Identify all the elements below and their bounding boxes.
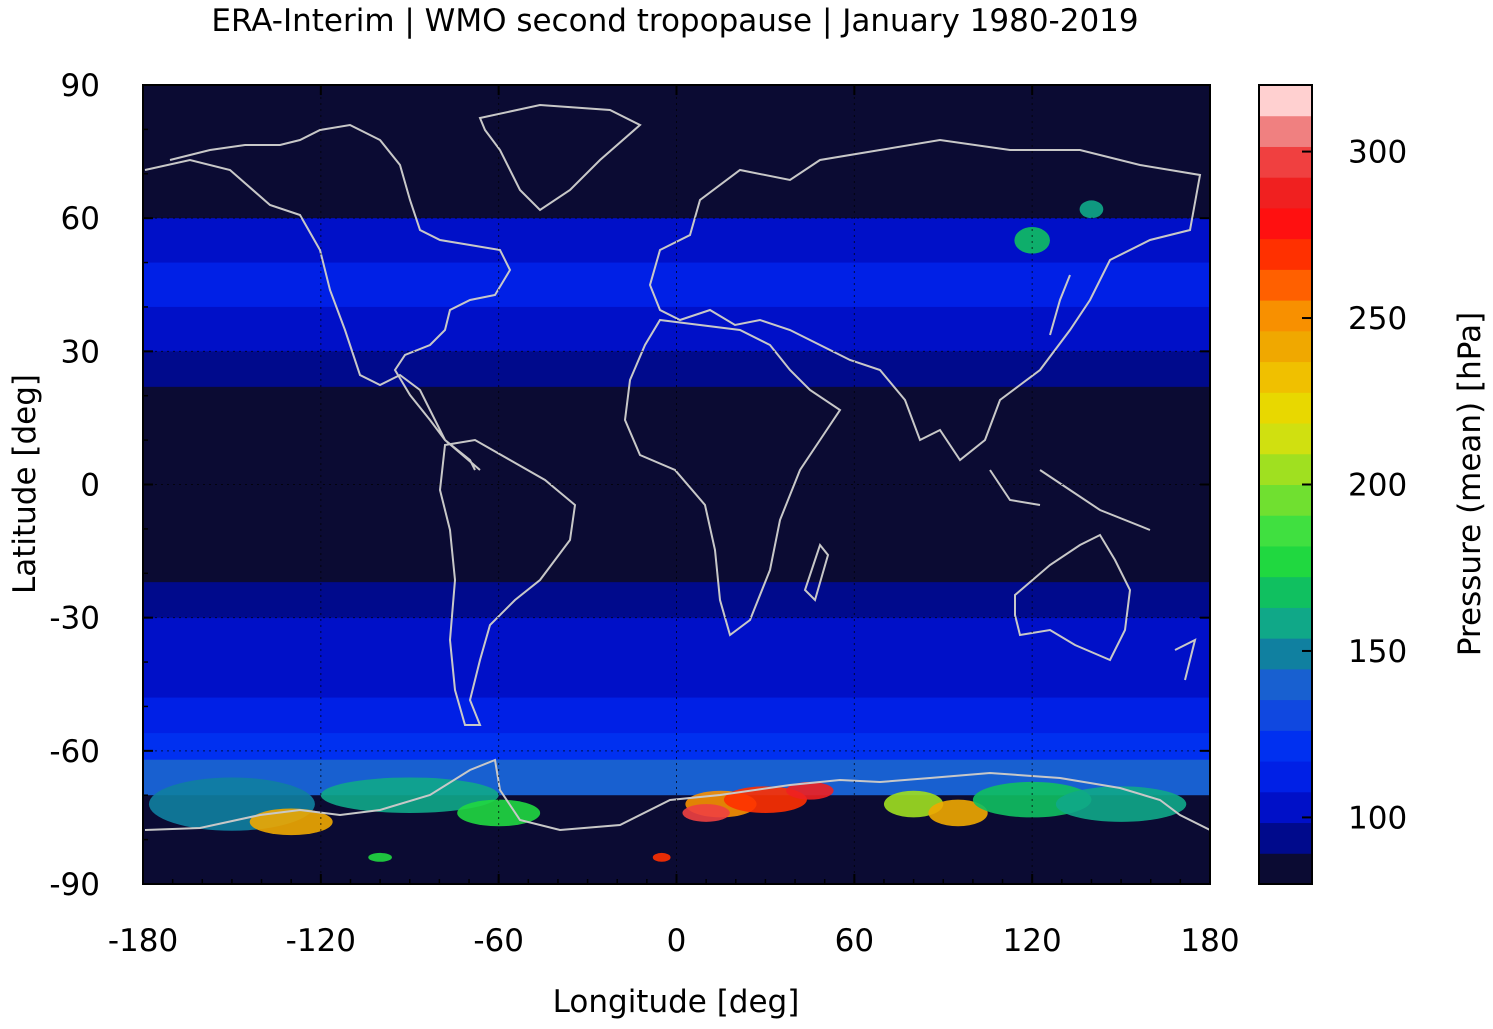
colorbar-segment — [1259, 207, 1312, 240]
colorbar-segment — [1259, 853, 1312, 885]
colorbar-tick-label: 100 — [1348, 800, 1407, 836]
field-hotspot — [249, 808, 333, 836]
colorbar-segment — [1259, 361, 1312, 393]
colorbar-label: Pressure (mean) [hPa] — [1452, 312, 1488, 656]
colorbar-segment — [1259, 423, 1312, 455]
grid-lines — [143, 85, 1210, 884]
colorbar-segment — [1259, 238, 1312, 270]
coast-eurasia — [648, 138, 1202, 462]
colorbar — [1259, 85, 1312, 885]
coast-madagascar — [803, 542, 830, 602]
coast-north-america — [144, 123, 512, 471]
colorbar-segment — [1259, 300, 1312, 332]
y-tick-label: 60 — [61, 201, 100, 237]
field-hotspot — [1014, 227, 1050, 254]
x-tick-label: 0 — [667, 923, 687, 959]
colorbar-tick-label: 150 — [1348, 634, 1407, 670]
coast-south-america — [438, 438, 577, 726]
coast-australia — [1014, 533, 1132, 662]
colorbar-ticks: 100 150 200 250 300 — [1302, 135, 1407, 836]
y-axis-label: Latitude [deg] — [7, 374, 43, 594]
coast-antarctica — [144, 758, 1210, 832]
y-tick-label: 90 — [61, 68, 100, 104]
colorbar-segment — [1259, 668, 1312, 701]
field-hotspot — [1079, 200, 1104, 219]
colorbar-segment — [1259, 330, 1312, 363]
x-tick-label: 180 — [1180, 923, 1239, 959]
colorbar-segment — [1259, 177, 1312, 209]
field-hotspot — [320, 777, 499, 813]
field-hotspot — [786, 781, 834, 800]
field-band — [143, 351, 1210, 388]
colorbar-segment — [1259, 392, 1312, 424]
x-tick-label: -180 — [108, 923, 178, 959]
x-tick-label: 60 — [835, 923, 874, 959]
field-hotspot — [928, 799, 988, 827]
coast-islands — [989, 274, 1197, 681]
colorbar-segment — [1259, 730, 1312, 762]
colorbar-segment — [1259, 607, 1312, 639]
colorbar-segment — [1259, 269, 1312, 301]
colorbar-segment — [1259, 638, 1312, 670]
colorbar-segment — [1259, 115, 1312, 147]
x-tick-label: -60 — [473, 923, 524, 959]
field-hotspot — [652, 852, 671, 862]
colorbar-segment — [1259, 85, 1312, 117]
colorbar-tick-label: 200 — [1348, 468, 1407, 504]
map-area — [143, 85, 1210, 884]
colorbar-tick-label: 250 — [1348, 301, 1407, 337]
colorbar-segment — [1259, 576, 1312, 608]
colorbar-segment — [1259, 515, 1312, 547]
y-axis: 90 60 30 0 -30 -60 -90 — [49, 68, 1210, 903]
field-hotspot — [368, 852, 392, 862]
colorbar-segment — [1259, 545, 1312, 578]
field-hotspot — [682, 804, 730, 822]
coastlines — [144, 103, 1210, 832]
field-hotspot — [723, 786, 807, 813]
x-axis: -180 -120 -60 0 60 120 180 — [108, 85, 1240, 959]
field-hotspot — [1055, 786, 1187, 822]
colorbar-tick-label: 300 — [1348, 135, 1407, 171]
chart-title: ERA-Interim | WMO second tropopause | Ja… — [211, 3, 1138, 39]
x-tick-label: -120 — [286, 923, 356, 959]
pressure-hotspots — [148, 200, 1187, 862]
y-tick-label: 0 — [80, 468, 100, 504]
colorbar-segment — [1259, 761, 1312, 793]
field-band — [143, 582, 1210, 619]
coast-africa — [623, 318, 842, 637]
coast-greenland — [478, 103, 642, 212]
colorbar-segment — [1259, 453, 1312, 485]
x-tick-label: 120 — [1003, 923, 1062, 959]
x-axis-label: Longitude [deg] — [553, 984, 800, 1020]
colorbar-segment — [1259, 822, 1312, 854]
y-tick-label: -90 — [49, 867, 100, 903]
colorbar-segment — [1259, 699, 1312, 731]
y-tick-label: -60 — [49, 734, 100, 770]
colorbar-segment — [1259, 484, 1312, 516]
y-tick-label: -30 — [49, 601, 100, 637]
y-tick-label: 30 — [61, 334, 100, 370]
field-hotspot — [883, 790, 944, 818]
